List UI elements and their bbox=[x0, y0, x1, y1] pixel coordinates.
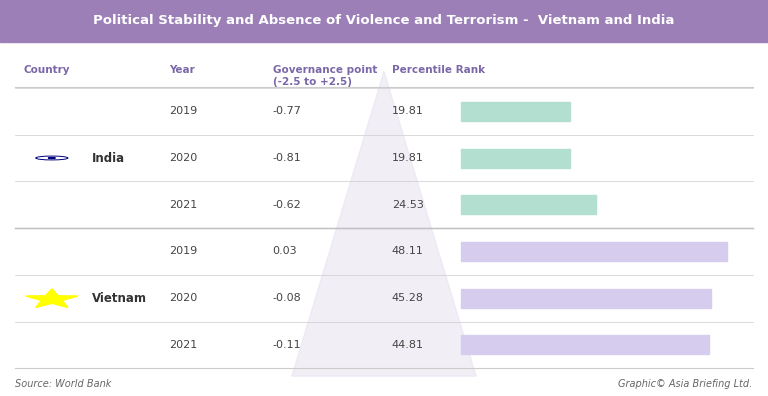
Bar bbox=[461, 195, 597, 214]
Text: 2019: 2019 bbox=[169, 246, 197, 257]
Text: 2021: 2021 bbox=[169, 200, 197, 210]
Text: 44.81: 44.81 bbox=[392, 340, 424, 350]
Text: -0.77: -0.77 bbox=[273, 106, 302, 116]
Bar bbox=[461, 289, 711, 308]
Text: 19.81: 19.81 bbox=[392, 106, 424, 116]
Bar bbox=[461, 335, 709, 354]
Text: 24.53: 24.53 bbox=[392, 200, 424, 210]
Text: Country: Country bbox=[23, 65, 70, 75]
Text: 19.81: 19.81 bbox=[392, 153, 424, 163]
Bar bbox=[461, 148, 571, 168]
Text: 2020: 2020 bbox=[169, 153, 197, 163]
Text: 48.11: 48.11 bbox=[392, 246, 424, 257]
Text: Source: World Bank: Source: World Bank bbox=[15, 379, 111, 389]
Text: 45.28: 45.28 bbox=[392, 293, 424, 303]
Polygon shape bbox=[292, 71, 476, 376]
Text: Governance point
(-2.5 to +2.5): Governance point (-2.5 to +2.5) bbox=[273, 65, 377, 87]
Text: -0.08: -0.08 bbox=[273, 293, 301, 303]
Text: Graphic© Asia Briefing Ltd.: Graphic© Asia Briefing Ltd. bbox=[618, 379, 753, 389]
Text: India: India bbox=[92, 152, 125, 164]
Bar bbox=[0, 0, 768, 42]
Text: Political Stability and Absence of Violence and Terrorism -  Vietnam and India: Political Stability and Absence of Viole… bbox=[94, 14, 674, 27]
Text: 2019: 2019 bbox=[169, 106, 197, 116]
Text: 2021: 2021 bbox=[169, 340, 197, 350]
Text: 0.03: 0.03 bbox=[273, 246, 297, 257]
Text: 2020: 2020 bbox=[169, 293, 197, 303]
Text: Percentile Rank: Percentile Rank bbox=[392, 65, 485, 75]
Text: Vietnam: Vietnam bbox=[92, 292, 147, 305]
Text: Year: Year bbox=[169, 65, 195, 75]
Bar bbox=[461, 102, 571, 121]
Polygon shape bbox=[25, 289, 78, 308]
Text: -0.81: -0.81 bbox=[273, 153, 301, 163]
Bar bbox=[461, 242, 727, 261]
Text: -0.62: -0.62 bbox=[273, 200, 301, 210]
Text: -0.11: -0.11 bbox=[273, 340, 301, 350]
